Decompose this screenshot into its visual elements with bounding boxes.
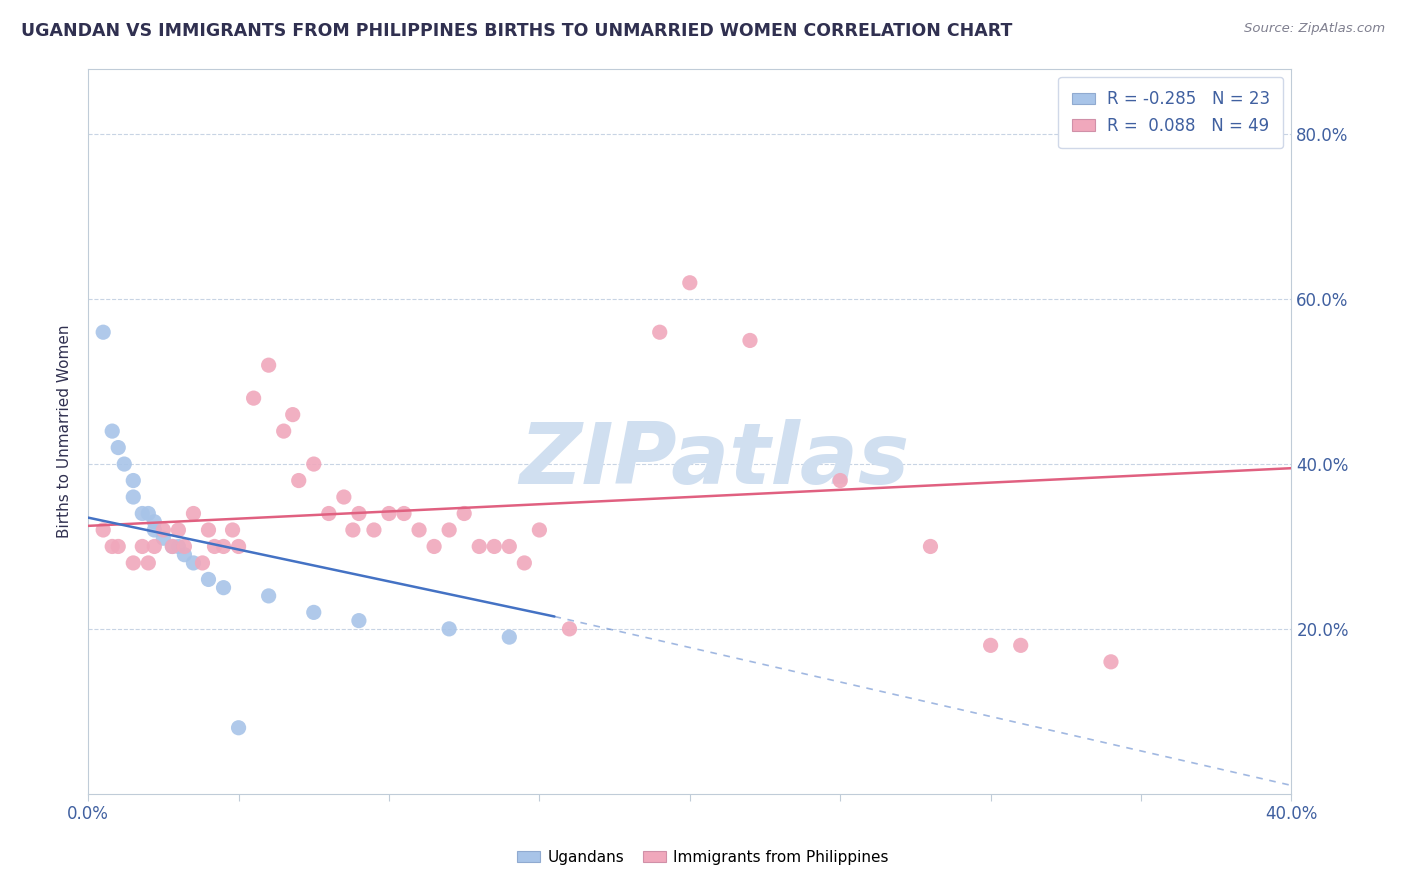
Point (122, 474, 145, 488)
Point (191, 556, 214, 570)
Point (408, 523, 430, 537)
Point (257, 358, 280, 372)
Point (830, 474, 852, 488)
Point (122, 556, 145, 570)
Point (107, 441, 129, 455)
Point (648, 325, 671, 339)
Legend: Ugandans, Immigrants from Philippines: Ugandans, Immigrants from Philippines (510, 844, 896, 871)
Point (173, 548, 195, 562)
Point (136, 507, 159, 521)
Point (302, 606, 325, 620)
Point (183, 556, 205, 570)
Point (167, 540, 190, 554)
Point (197, 523, 219, 537)
Point (183, 507, 205, 521)
Point (302, 457, 325, 471)
Point (91, 325, 114, 339)
Point (513, 556, 536, 570)
Text: ZIPatlas: ZIPatlas (519, 418, 910, 501)
Text: UGANDAN VS IMMIGRANTS FROM PHILIPPINES BIRTHS TO UNMARRIED WOMEN CORRELATION CHA: UGANDAN VS IMMIGRANTS FROM PHILIPPINES B… (21, 22, 1012, 40)
Point (131, 540, 153, 554)
Point (136, 556, 159, 570)
Point (347, 614, 370, 628)
Point (212, 540, 235, 554)
Point (167, 523, 190, 537)
Point (228, 721, 250, 735)
Point (101, 540, 124, 554)
Point (143, 540, 166, 554)
Point (257, 589, 280, 603)
Point (347, 507, 370, 521)
Point (122, 490, 145, 504)
Point (920, 540, 942, 554)
Point (423, 540, 446, 554)
Point (212, 581, 235, 595)
Point (197, 573, 219, 587)
Point (143, 515, 166, 529)
Point (101, 424, 124, 438)
Point (484, 540, 506, 554)
Point (173, 540, 195, 554)
Point (342, 523, 364, 537)
Point (558, 622, 581, 636)
Point (131, 507, 153, 521)
Point (228, 540, 250, 554)
Y-axis label: Births to Unmarried Women: Births to Unmarried Women (58, 325, 72, 538)
Point (204, 540, 226, 554)
Point (281, 408, 304, 422)
Point (980, 638, 1002, 652)
Point (91, 523, 114, 537)
Point (453, 507, 475, 521)
Point (738, 334, 761, 348)
Point (498, 540, 520, 554)
Point (378, 507, 401, 521)
Point (162, 540, 184, 554)
Point (221, 523, 243, 537)
Point (437, 523, 460, 537)
Text: Source: ZipAtlas.com: Source: ZipAtlas.com (1244, 22, 1385, 36)
Point (162, 540, 184, 554)
Point (1010, 638, 1032, 652)
Point (152, 523, 174, 537)
Legend: R = -0.285   N = 23, R =  0.088   N = 49: R = -0.285 N = 23, R = 0.088 N = 49 (1059, 77, 1284, 148)
Point (333, 490, 356, 504)
Point (287, 474, 309, 488)
Point (392, 507, 415, 521)
Point (529, 523, 551, 537)
Point (437, 622, 460, 636)
Point (143, 523, 166, 537)
Point (152, 531, 174, 545)
Point (679, 276, 702, 290)
Point (468, 540, 491, 554)
Point (363, 523, 385, 537)
Point (107, 540, 129, 554)
Point (273, 424, 295, 438)
Point (242, 391, 264, 405)
Point (318, 507, 340, 521)
Point (112, 457, 135, 471)
Point (498, 630, 520, 644)
Point (1099, 655, 1122, 669)
